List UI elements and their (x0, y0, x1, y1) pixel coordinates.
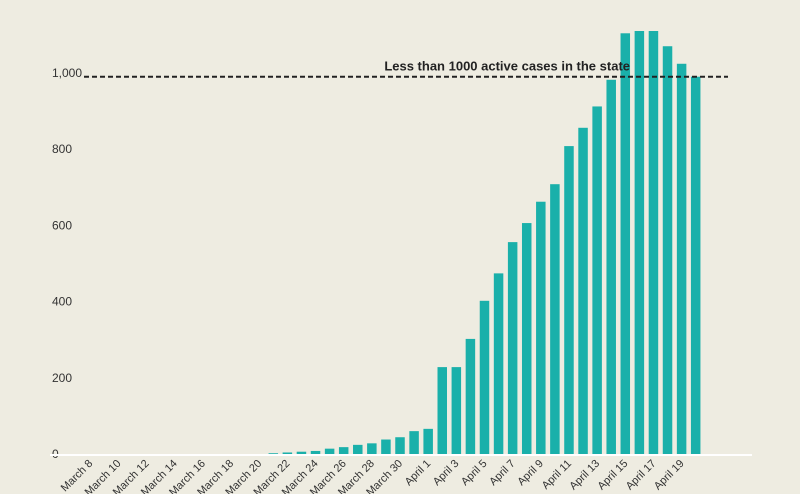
bar (465, 338, 476, 454)
x-tick-label: April 17 (624, 458, 659, 493)
y-tick-label: 400 (52, 295, 72, 309)
bar (550, 184, 560, 454)
reference-line-label: Less than 1000 active cases in the state (384, 59, 630, 74)
y-tick-label: 1,000 (52, 66, 82, 80)
bar (324, 448, 335, 454)
bar (479, 300, 490, 454)
bar (493, 273, 504, 454)
reference-line-group: Less than 1000 active cases in the state (84, 59, 728, 78)
bar (268, 453, 279, 454)
y-tick-label: 200 (52, 371, 72, 385)
bar (606, 79, 616, 454)
x-tick-label: April 13 (567, 458, 602, 493)
bar (634, 31, 645, 454)
bar (536, 201, 546, 454)
bar (620, 33, 631, 454)
bar (648, 31, 659, 454)
x-tick-label: April 1 (403, 458, 434, 489)
bar (521, 223, 532, 454)
bar (353, 444, 363, 454)
bar (367, 443, 377, 454)
bar (592, 106, 602, 454)
bar (423, 428, 433, 454)
x-tick-label: April 7 (487, 458, 518, 489)
bar (451, 367, 462, 454)
bar (296, 451, 307, 454)
bar (662, 46, 673, 455)
bar (690, 76, 701, 454)
x-tick-label: April 19 (652, 458, 687, 493)
x-tick-label: April 3 (431, 458, 462, 489)
bar (338, 447, 349, 454)
x-tick-label: April 5 (459, 458, 490, 489)
bar (507, 242, 518, 454)
x-tick-label: April 15 (596, 458, 631, 493)
bar (564, 146, 574, 454)
bar (310, 450, 321, 454)
y-axis: 02004006008001,000 (52, 66, 82, 461)
bars (268, 31, 701, 455)
bar (437, 367, 447, 454)
y-tick-label: 800 (52, 142, 72, 156)
bar (395, 437, 405, 454)
bar (676, 63, 687, 455)
bar (578, 127, 588, 454)
bar (409, 431, 419, 454)
bar (282, 452, 293, 454)
y-tick-label: 600 (52, 218, 72, 232)
bar (381, 439, 391, 454)
